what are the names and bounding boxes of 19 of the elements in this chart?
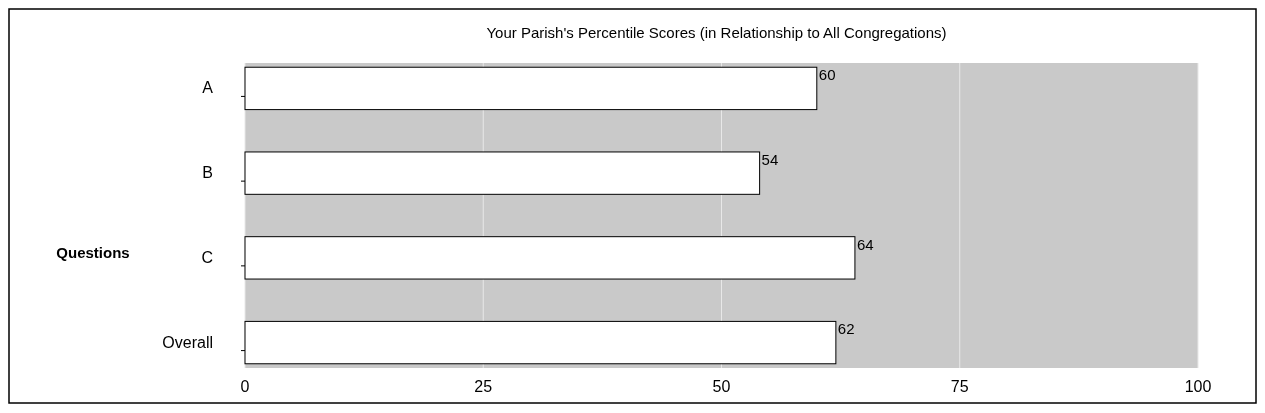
data-label: 60 bbox=[818, 66, 836, 84]
x-tick-label: 25 bbox=[474, 378, 493, 395]
bar bbox=[244, 66, 818, 111]
y-tick-label: C bbox=[201, 248, 213, 266]
x-tick-label: 100 bbox=[1184, 378, 1212, 395]
y-tick-label: A bbox=[202, 79, 214, 97]
data-label: 64 bbox=[856, 235, 874, 253]
y-axis-title: Questions bbox=[56, 244, 130, 261]
data-label: 54 bbox=[761, 150, 779, 168]
x-tick-label: 75 bbox=[950, 378, 969, 395]
bar bbox=[244, 236, 856, 280]
x-tick-label: 0 bbox=[240, 378, 250, 395]
bar bbox=[244, 320, 837, 365]
data-label: 62 bbox=[837, 320, 855, 338]
bar bbox=[244, 151, 761, 195]
x-tick-label: 50 bbox=[712, 378, 731, 395]
y-tick-label: B bbox=[202, 164, 213, 182]
y-tick-label: Overall bbox=[162, 333, 213, 351]
chart-title: Your Parish's Percentile Scores (in Relationship to All Congregations) bbox=[486, 24, 947, 41]
